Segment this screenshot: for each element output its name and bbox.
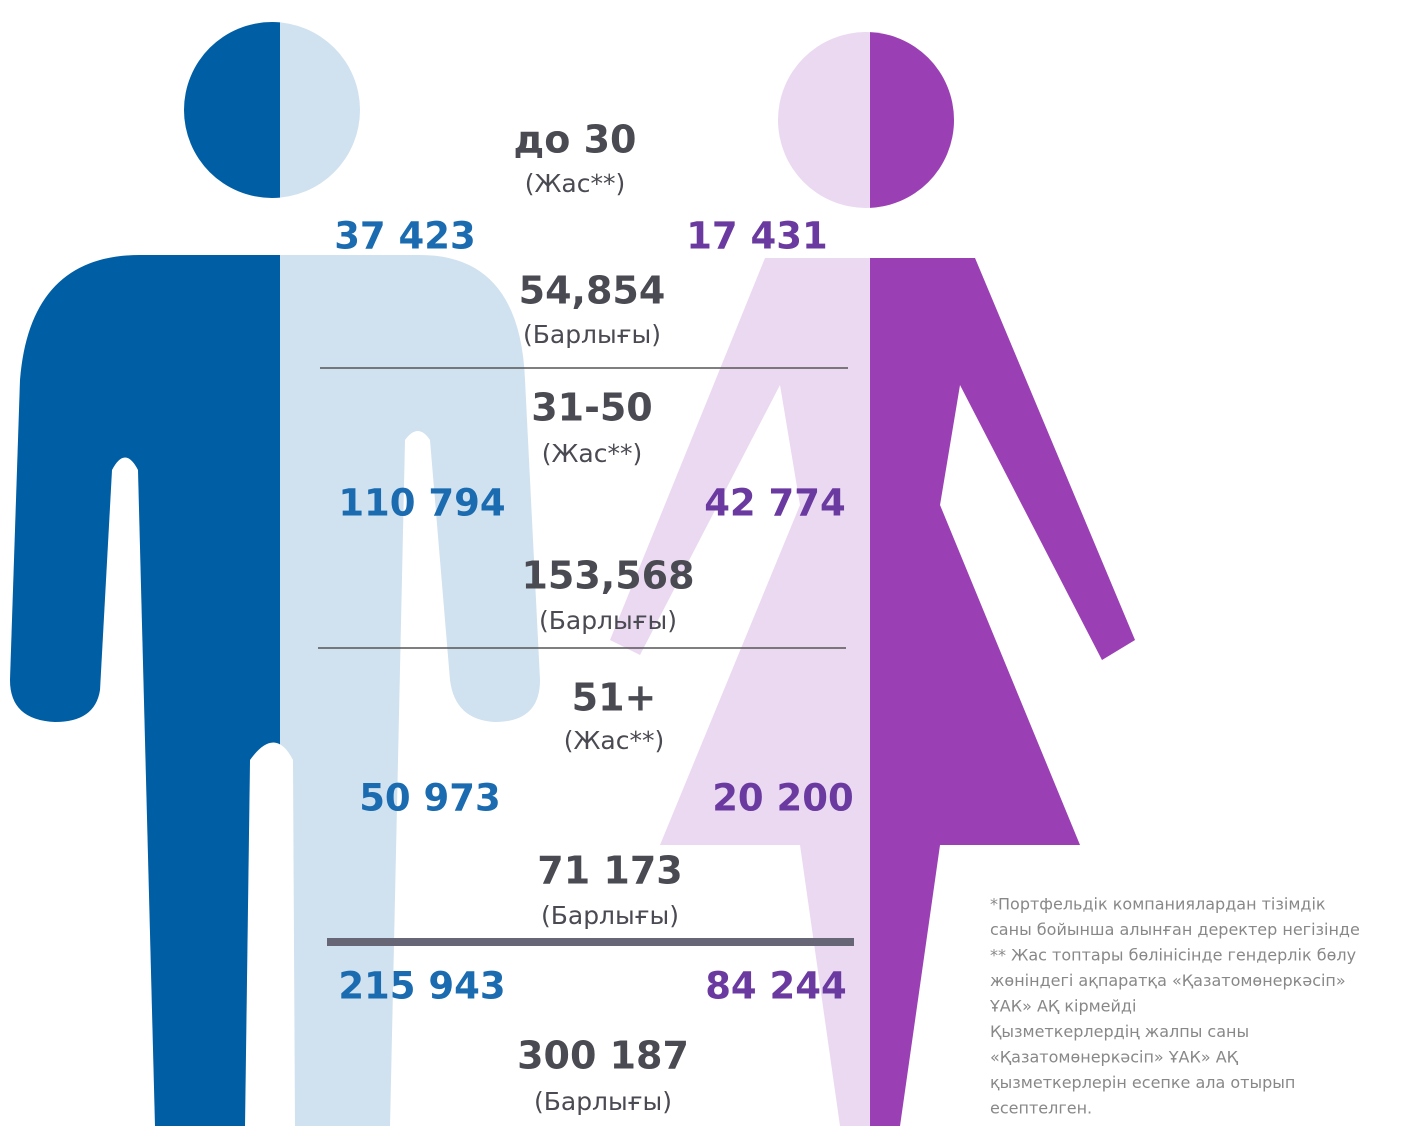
age-label: 31-50 (531, 386, 653, 430)
female-count: 20 200 (712, 777, 854, 820)
man-figure (10, 22, 540, 1126)
female-count: 17 431 (686, 215, 828, 258)
total-count: 54,854 (519, 269, 666, 313)
footnote-line: Қызметкерлердің жалпы саны (990, 1022, 1249, 1041)
total-note: (Барлығы) (534, 1087, 672, 1116)
woman-dark-half (870, 32, 1135, 1126)
man-dark-half (10, 22, 280, 1126)
age-label: 51+ (572, 676, 657, 720)
total-note: (Барлығы) (523, 320, 661, 349)
age-label: до 30 (514, 118, 637, 162)
male-count: 50 973 (359, 777, 501, 820)
footnote-line: есептелген. (990, 1099, 1092, 1118)
footnote-line: қызметкерлерін есепке ала отырып (990, 1073, 1295, 1092)
footnote-line: саны бойынша алынған деректер негізінде (990, 920, 1360, 939)
footnote-line: *Портфельдік компаниялардан тізімдік (990, 895, 1326, 914)
male-count: 110 794 (338, 482, 505, 525)
total-count: 300 187 (517, 1034, 689, 1078)
age-note: (Жас**) (525, 169, 626, 198)
female-count: 84 244 (705, 965, 847, 1008)
age-note: (Жас**) (542, 439, 643, 468)
total-count: 153,568 (521, 554, 694, 598)
male-count: 37 423 (334, 215, 476, 258)
footnote-line: ҰАК» АҚ кірмейді (989, 997, 1136, 1016)
footnote-line: «Қазатомөнеркәсіп» ҰАК» АҚ (990, 1048, 1239, 1067)
age-note: (Жас**) (564, 726, 665, 755)
male-count: 215 943 (338, 965, 505, 1008)
footnote-line: жөніндегі ақпаратқа «Қазатомөнеркәсіп» (990, 971, 1346, 990)
woman-figure (610, 32, 1135, 1126)
female-count: 42 774 (704, 482, 846, 525)
total-note: (Барлығы) (539, 606, 677, 635)
footnote-line: ** Жас топтары бөлінісінде гендерлік бөл… (990, 946, 1356, 965)
total-count: 71 173 (537, 849, 682, 893)
total-note: (Барлығы) (541, 901, 679, 930)
